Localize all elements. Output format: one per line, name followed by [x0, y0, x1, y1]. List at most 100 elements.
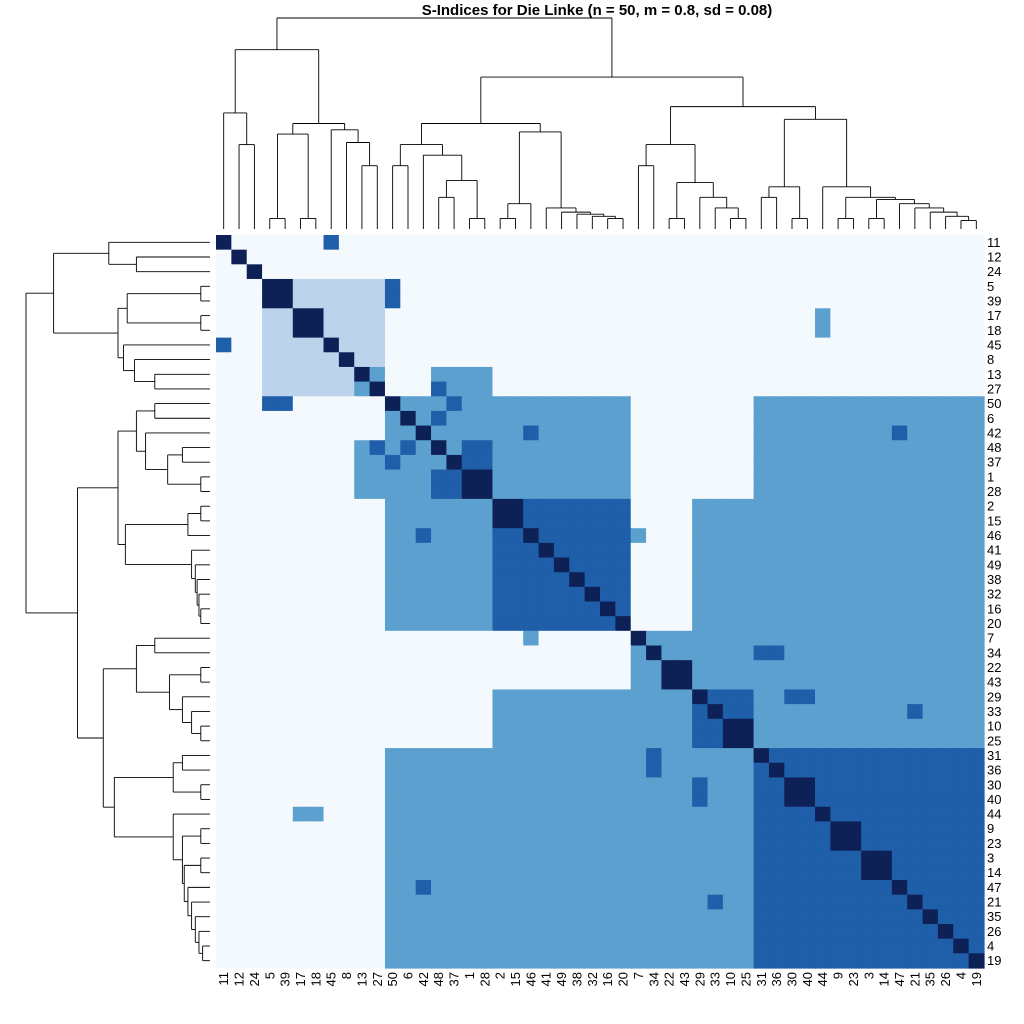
- heatmap-cell: [431, 953, 447, 969]
- heatmap-cell: [277, 792, 294, 808]
- heatmap-cell: [953, 601, 970, 617]
- heatmap-cell: [262, 542, 279, 559]
- heatmap-cell: [323, 792, 340, 808]
- heatmap-cell: [461, 645, 478, 661]
- heatmap-cell: [615, 924, 632, 940]
- heatmap-cell: [968, 352, 985, 368]
- heatmap-cell: [400, 572, 417, 588]
- heatmap-cell: [768, 440, 785, 456]
- heatmap-cell: [922, 484, 939, 500]
- heatmap-cell: [553, 278, 570, 295]
- heatmap-cell: [492, 880, 509, 896]
- heatmap-cell: [646, 425, 663, 441]
- heatmap-cell: [292, 850, 309, 866]
- heatmap-cell: [937, 865, 954, 881]
- heatmap-cell: [630, 264, 647, 280]
- heatmap-cell: [292, 557, 309, 573]
- heatmap-cell: [384, 733, 401, 749]
- heatmap-cell: [492, 704, 509, 720]
- column-label: 18: [308, 972, 323, 986]
- heatmap-cell: [600, 513, 616, 529]
- heatmap-cell: [277, 718, 294, 735]
- heatmap-cell: [431, 748, 447, 764]
- heatmap-cell: [400, 836, 417, 852]
- heatmap-cell: [922, 924, 939, 940]
- heatmap-cell: [400, 396, 417, 412]
- heatmap-cell: [246, 235, 263, 251]
- heatmap-cell: [507, 264, 524, 280]
- heatmap-cell: [937, 381, 954, 397]
- heatmap-cell: [292, 689, 309, 705]
- heatmap-cell: [231, 894, 248, 910]
- heatmap-cell: [922, 718, 939, 735]
- heatmap-cell: [768, 278, 785, 295]
- heatmap-cell: [400, 498, 417, 515]
- heatmap-cell: [646, 528, 663, 544]
- heatmap-cell: [830, 704, 847, 720]
- heatmap-cell: [216, 557, 232, 573]
- heatmap-cell: [384, 425, 401, 441]
- heatmap-cell: [492, 938, 509, 954]
- heatmap-cell: [937, 440, 954, 456]
- heatmap-cell: [830, 762, 847, 779]
- row-label: 30: [987, 777, 1001, 792]
- heatmap-cell: [953, 938, 970, 954]
- heatmap-cell: [646, 469, 663, 485]
- heatmap-cell: [937, 821, 954, 837]
- heatmap-cell: [292, 308, 309, 324]
- heatmap-cell: [753, 938, 770, 954]
- heatmap-cell: [768, 528, 785, 544]
- row-label: 9: [987, 821, 994, 836]
- heatmap-cell: [876, 924, 893, 940]
- heatmap-cell: [646, 880, 663, 896]
- heatmap-cell: [553, 674, 570, 691]
- heatmap-cell: [600, 762, 616, 779]
- heatmap-cell: [676, 645, 693, 661]
- heatmap-cell: [477, 792, 494, 808]
- heatmap-cell: [216, 748, 232, 764]
- heatmap-cell: [369, 821, 386, 837]
- heatmap-cell: [722, 616, 739, 632]
- heatmap-cell: [630, 498, 647, 515]
- heatmap-cell: [830, 909, 847, 925]
- heatmap-cell: [861, 865, 878, 881]
- heatmap-cell: [308, 308, 325, 324]
- row-label: 16: [987, 601, 1001, 616]
- heatmap-cell: [922, 894, 939, 910]
- heatmap-cell: [876, 938, 893, 954]
- heatmap-cell: [937, 249, 954, 265]
- heatmap-cell: [676, 410, 693, 427]
- heatmap-cell: [799, 953, 816, 969]
- heatmap-cell: [246, 410, 263, 427]
- heatmap-cell: [753, 484, 770, 500]
- heatmap-cell: [676, 322, 693, 339]
- heatmap-cell: [369, 777, 386, 793]
- heatmap-cell: [615, 836, 632, 852]
- heatmap-cell: [830, 836, 847, 852]
- heatmap-cell: [569, 601, 586, 617]
- heatmap-cell: [415, 718, 432, 735]
- heatmap-cell: [569, 528, 586, 544]
- heatmap-cell: [538, 660, 555, 676]
- heatmap-cell: [369, 366, 386, 383]
- heatmap-cell: [676, 586, 693, 603]
- heatmap-cell: [323, 249, 340, 265]
- heatmap-cell: [630, 704, 647, 720]
- heatmap-cell: [861, 513, 878, 529]
- heatmap-cell: [937, 792, 954, 808]
- heatmap-cell: [722, 689, 739, 705]
- heatmap-cell: [523, 938, 540, 954]
- heatmap-cell: [477, 718, 494, 735]
- heatmap-cell: [830, 748, 847, 764]
- heatmap-cell: [231, 381, 248, 397]
- heatmap-cell: [338, 645, 355, 661]
- heatmap-cell: [845, 616, 862, 632]
- heatmap-cell: [876, 836, 893, 852]
- heatmap-cell: [216, 718, 232, 735]
- heatmap-cell: [937, 586, 954, 603]
- heatmap-cell: [615, 440, 632, 456]
- heatmap-cell: [538, 513, 555, 529]
- heatmap-cell: [968, 645, 985, 661]
- heatmap-cell: [922, 454, 939, 471]
- heatmap-cell: [937, 278, 954, 295]
